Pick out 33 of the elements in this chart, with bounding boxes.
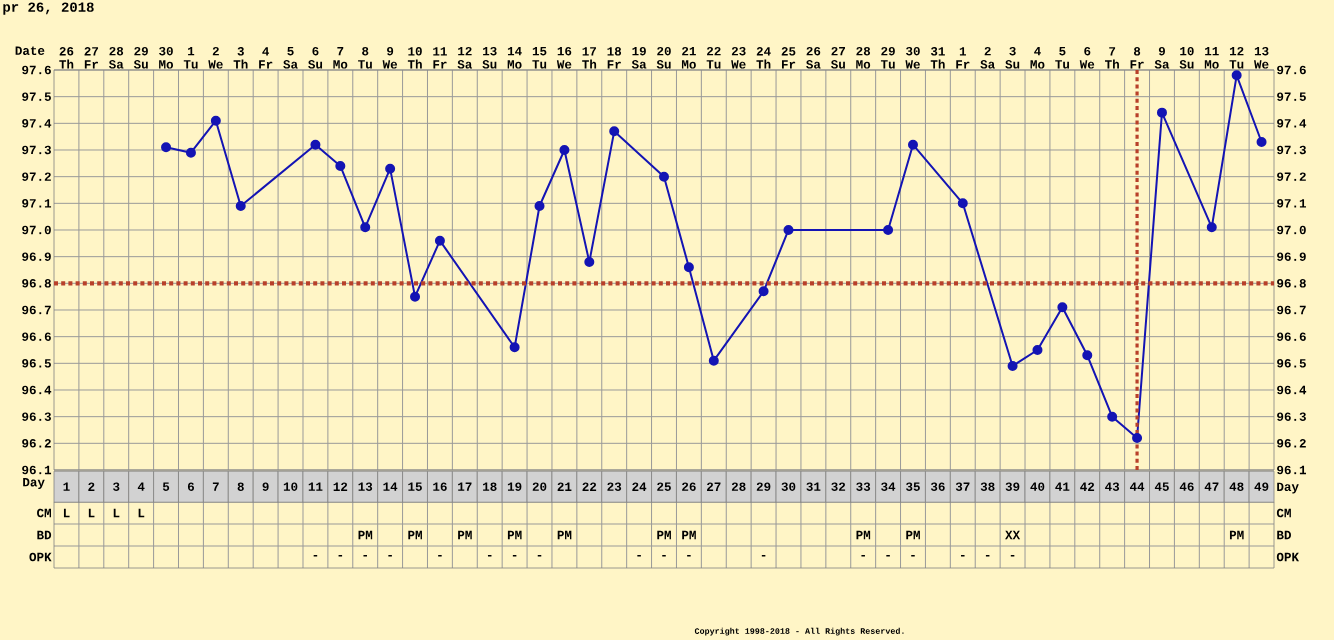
point <box>185 147 196 158</box>
point <box>1206 222 1217 233</box>
point <box>783 224 794 235</box>
point <box>310 139 321 150</box>
point <box>758 286 769 297</box>
point <box>659 171 669 182</box>
point <box>683 262 694 273</box>
point <box>210 115 221 126</box>
point <box>534 200 545 211</box>
point <box>1032 345 1043 355</box>
point <box>609 126 620 137</box>
point <box>385 163 396 174</box>
point <box>708 355 719 366</box>
point <box>360 222 371 233</box>
point <box>584 256 595 267</box>
point <box>1082 350 1093 361</box>
point <box>161 142 172 153</box>
point <box>883 224 894 235</box>
point <box>1156 107 1167 118</box>
point <box>1256 136 1267 147</box>
point <box>335 160 346 171</box>
point <box>1107 411 1118 422</box>
point <box>434 235 445 246</box>
point <box>235 200 246 211</box>
point <box>907 139 918 150</box>
point <box>509 342 520 353</box>
point <box>1057 302 1068 313</box>
point <box>1007 361 1018 371</box>
point <box>410 291 421 302</box>
point <box>1132 433 1143 443</box>
point <box>957 198 968 209</box>
point <box>1231 70 1242 81</box>
point <box>559 144 570 155</box>
